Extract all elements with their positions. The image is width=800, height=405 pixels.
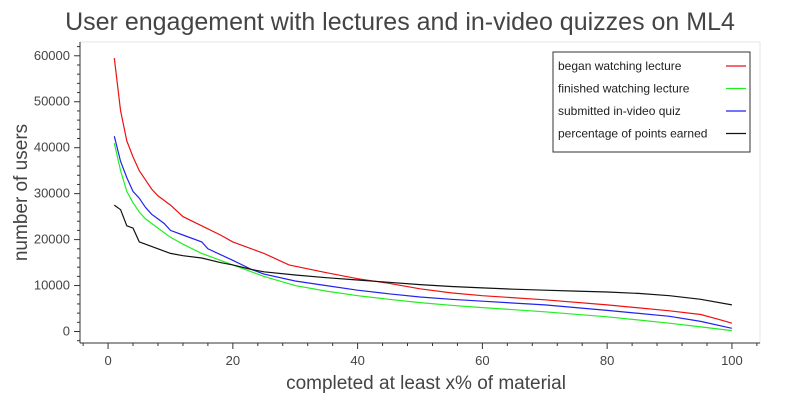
series-line-2 (113, 142, 732, 332)
y-tick-label: 20000 (34, 232, 70, 247)
y-tick-label: 40000 (34, 140, 70, 155)
legend-box (552, 51, 751, 153)
y-tick-label: 60000 (34, 48, 70, 63)
series-line-3 (113, 136, 733, 329)
y-tick-label: 50000 (34, 94, 70, 109)
x-tick-label: 0 (104, 353, 111, 368)
x-tick-label: 100 (721, 353, 743, 368)
chart-title: User engagement with lectures and in-vid… (65, 8, 735, 36)
series-line-4 (113, 204, 733, 306)
x-tick-label: 40 (350, 353, 364, 368)
y-tick-label: 0 (63, 324, 70, 339)
x-axis-label: completed at least x% of material (286, 373, 566, 394)
x-tick-label: 60 (475, 353, 489, 368)
x-tick-label: 80 (600, 353, 614, 368)
y-tick-label: 30000 (34, 186, 70, 201)
legend-label: began watching lecture (558, 59, 682, 73)
legend-label: finished watching lecture (558, 82, 690, 96)
x-tick-label: 20 (226, 353, 240, 368)
series-line-1 (113, 58, 733, 324)
legend-label: percentage of points earned (558, 127, 707, 141)
y-axis-label: number of users (11, 124, 32, 261)
y-tick-label: 10000 (34, 278, 70, 293)
legend-label: submitted in-video quiz (558, 104, 681, 118)
